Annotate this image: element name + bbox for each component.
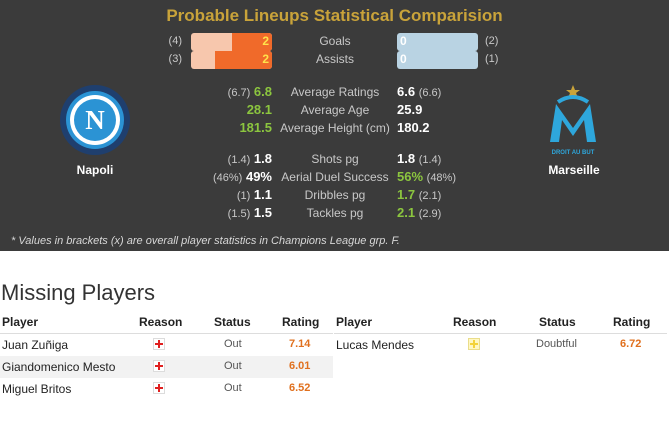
away-stat: 1.8 (1.4) xyxy=(397,151,442,166)
svg-text:N: N xyxy=(85,105,105,135)
col-status: Status xyxy=(539,315,576,329)
stat-label: Aerial Duel Success xyxy=(281,170,389,184)
away-value: 0 xyxy=(400,52,407,66)
home-stat: (1.4) 1.8 xyxy=(227,151,272,166)
napoli-crest-icon: N xyxy=(59,84,131,161)
player-rating: 6.72 xyxy=(620,338,642,350)
player-status: Out xyxy=(224,338,242,350)
stat-row-tackles: (1.5) 1.5 Tackles pg 2.1 (2.9) xyxy=(0,205,669,223)
player-name[interactable]: Lucas Mendes xyxy=(336,338,415,352)
away-stat: 56% (48%) xyxy=(397,169,456,184)
footnote: * Values in brackets (x) are overall pla… xyxy=(11,235,400,247)
col-reason: Reason xyxy=(139,315,183,329)
away-goals-bar: 0 xyxy=(397,33,478,51)
col-player: Player xyxy=(336,315,373,329)
stat-label: Goals xyxy=(319,34,351,48)
away-stat: 180.2 xyxy=(397,120,430,135)
stat-label: Assists xyxy=(315,52,354,66)
away-team-name: Marseille xyxy=(548,163,600,177)
table-header: Player Reason Status Rating xyxy=(0,312,333,334)
injury-cross-icon xyxy=(153,382,165,394)
home-goals-bar: 2 xyxy=(191,33,272,51)
player-status: Doubtful xyxy=(536,338,577,350)
home-stat: (46%) 49% xyxy=(213,169,272,184)
player-rating: 6.01 xyxy=(289,360,311,372)
away-bracket: (1) xyxy=(485,53,499,65)
stat-row-shots: (1.4) 1.8 Shots pg 1.8 (1.4) xyxy=(0,151,669,169)
table-row: Lucas Mendes Doubtful 6.72 xyxy=(334,334,667,356)
away-assists-bar: 0 xyxy=(397,51,478,69)
col-player: Player xyxy=(2,315,39,329)
stat-label: Average Ratings xyxy=(290,85,380,99)
away-value: 0 xyxy=(400,34,407,48)
player-status: Out xyxy=(224,360,242,372)
home-goals-bar-fill xyxy=(231,33,272,51)
away-missing-table: Player Reason Status Rating Lucas Mendes… xyxy=(334,312,667,356)
table-header: Player Reason Status Rating xyxy=(334,312,667,334)
home-value: 2 xyxy=(262,34,269,48)
home-stat: 28.1 xyxy=(246,102,272,117)
away-bracket: (2) xyxy=(485,35,499,47)
home-stat: (1.5) 1.5 xyxy=(227,205,272,220)
home-missing-table: Player Reason Status Rating Juan Zuñiga … xyxy=(0,312,333,400)
stats-panel: Probable Lineups Statistical Comparision… xyxy=(0,0,669,251)
stat-row-average-ratings: (6.7) 6.8 Average Ratings 6.6 (6.6) xyxy=(0,84,669,102)
home-team-name: Napoli xyxy=(76,163,114,177)
stat-label: Tackles pg xyxy=(306,206,364,220)
stat-label: Average Height (cm) xyxy=(280,121,390,135)
player-rating: 7.14 xyxy=(289,338,311,350)
col-status: Status xyxy=(214,315,251,329)
missing-players-title: Missing Players xyxy=(1,280,156,305)
col-reason: Reason xyxy=(453,315,497,329)
away-stat: 2.1 (2.9) xyxy=(397,205,442,220)
home-assists-bar-fill xyxy=(215,51,272,69)
stat-row-average-age: 28.1 Average Age 25.9 xyxy=(0,102,669,120)
marseille-crest-text: DROIT AU BUT xyxy=(552,150,595,156)
away-stat: 6.6 (6.6) xyxy=(397,84,442,99)
stat-row-average-height: 181.5 Average Height (cm) 180.2 xyxy=(0,120,669,138)
home-value: 2 xyxy=(262,52,269,66)
stat-row-assists: (3) 2 Assists 0 (1) xyxy=(0,51,669,69)
panel-title: Probable Lineups Statistical Comparision xyxy=(166,6,503,25)
stat-row-dribbles: (1) 1.1 Dribbles pg 1.7 (2.1) xyxy=(0,187,669,205)
injury-cross-icon xyxy=(153,360,165,372)
away-stat: 1.7 (2.1) xyxy=(397,187,442,202)
home-stat: (6.7) 6.8 xyxy=(227,84,272,99)
player-name[interactable]: Juan Zuñiga xyxy=(2,338,69,352)
injury-cross-icon xyxy=(153,338,165,350)
home-assists-bar: 2 xyxy=(191,51,272,69)
stat-row-goals: (4) 2 Goals 0 (2) xyxy=(0,33,669,51)
table-row: Juan Zuñiga Out 7.14 xyxy=(0,334,333,356)
col-rating: Rating xyxy=(613,315,651,329)
player-status: Out xyxy=(224,382,242,394)
home-stat: (1) 1.1 xyxy=(236,187,272,202)
col-rating: Rating xyxy=(282,315,320,329)
away-stat: 25.9 xyxy=(397,102,423,117)
home-stat: 181.5 xyxy=(239,120,272,135)
player-name[interactable]: Miguel Britos xyxy=(2,382,72,396)
table-row: Giandomenico Mesto Out 6.01 xyxy=(0,356,333,378)
table-row: Miguel Britos Out 6.52 xyxy=(0,378,333,400)
doubtful-cross-icon xyxy=(468,338,480,350)
player-rating: 6.52 xyxy=(289,382,311,394)
stat-label: Shots pg xyxy=(311,152,359,166)
stat-label: Dribbles pg xyxy=(304,188,366,202)
marseille-crest-icon: DROIT AU BUT xyxy=(542,84,604,165)
player-name[interactable]: Giandomenico Mesto xyxy=(2,360,116,374)
stat-label: Average Age xyxy=(300,103,370,117)
stat-row-aerial-duel: (46%) 49% Aerial Duel Success 56% (48%) xyxy=(0,169,669,187)
home-bracket: (4) xyxy=(168,35,182,47)
home-bracket: (3) xyxy=(168,53,182,65)
